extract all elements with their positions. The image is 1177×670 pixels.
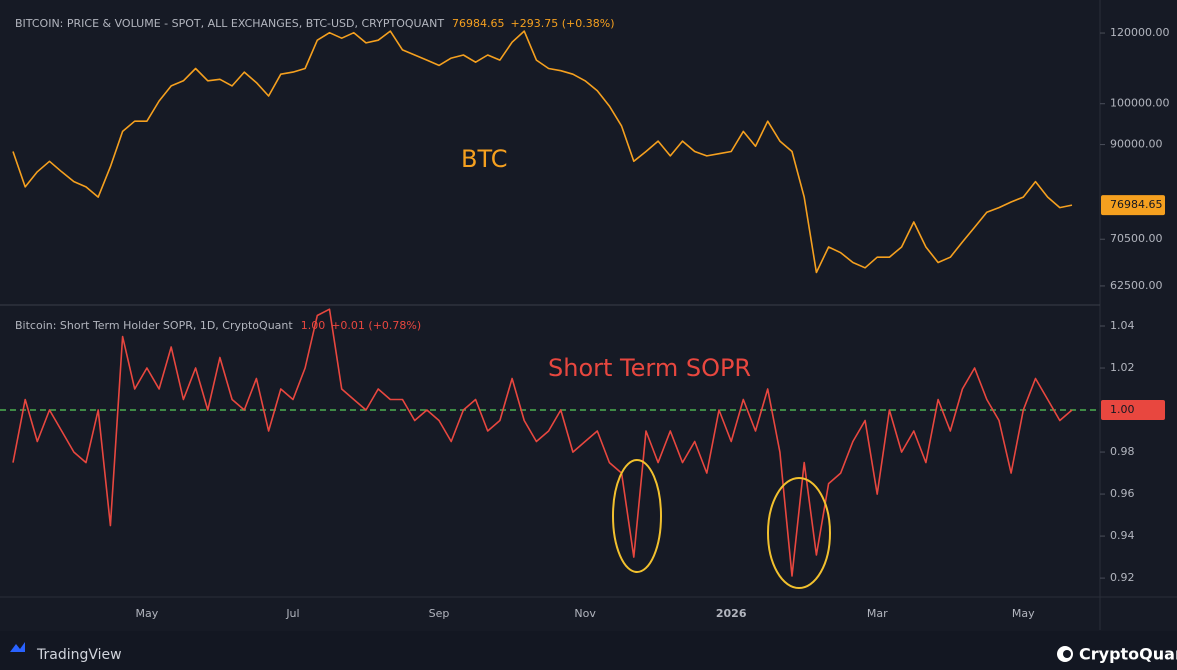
annotation: Short Term SOPR: [548, 354, 751, 382]
highlight-circle: [612, 459, 662, 573]
plot-area: 120000.00 100000.00 90000.00 70500.00 62500.…: [0, 26, 1170, 620]
x-tick-label: May: [136, 607, 159, 620]
y-tick-label: 0.94: [1110, 529, 1135, 542]
logo-icon: [10, 642, 25, 652]
last-value-box: [1101, 195, 1165, 216]
sopr-title: Bitcoin: Short Term Holder SOPR, 1D, Cry…: [15, 319, 293, 332]
y-tick-label: 0.92: [1110, 571, 1135, 584]
y-tick-label: 120000.00: [1110, 26, 1170, 39]
footer-right: CryptoQuant: [1079, 645, 1177, 664]
y-tick-label: 1.02: [1110, 361, 1135, 374]
y-tick-label: 0.96: [1110, 487, 1135, 500]
annotation: BTC: [461, 145, 507, 173]
x-tick-label: Jul: [285, 607, 299, 620]
y-tick-label: 1.04: [1110, 319, 1135, 332]
footer-bar: [0, 631, 1177, 670]
last-value-label: 1.00: [1110, 403, 1135, 416]
x-tick-label: May: [1012, 607, 1035, 620]
price-change: +293.75 (+0.38%): [511, 17, 615, 30]
sopr-change: +0.01 (+0.78%): [331, 319, 421, 332]
logo-icon: [1063, 650, 1071, 658]
price-header: BITCOIN: PRICE & VOLUME - SPOT, ALL EXCH…: [15, 17, 615, 30]
x-tick-label: 2026: [716, 607, 747, 620]
data-line: [12, 308, 1073, 577]
tradingview-logo: TradingView: [10, 642, 122, 663]
highlight-circle: [767, 477, 831, 589]
x-tick-label: Nov: [574, 607, 596, 620]
sopr-header: Bitcoin: Short Term Holder SOPR, 1D, Cry…: [15, 319, 421, 332]
data-line: [12, 30, 1073, 274]
price-last: 76984.65: [452, 17, 505, 30]
y-tick-label: 70500.00: [1110, 232, 1163, 245]
y-tick-label: 100000.00: [1110, 97, 1170, 110]
footer-left: TradingView: [36, 647, 122, 663]
last-value-label: 76984.65: [1110, 198, 1163, 211]
sopr-last: 1.00: [301, 319, 326, 332]
y-tick-label: 0.98: [1110, 445, 1135, 458]
x-tick-label: Sep: [429, 607, 450, 620]
cryptoquant-logo: CryptoQuant: [1057, 645, 1177, 664]
last-value-box: [1101, 400, 1165, 421]
y-tick-label: 90000.00: [1110, 138, 1163, 151]
x-tick-label: Mar: [867, 607, 888, 620]
price-title: BITCOIN: PRICE & VOLUME - SPOT, ALL EXCH…: [15, 17, 444, 30]
y-tick-label: 62500.00: [1110, 279, 1163, 292]
